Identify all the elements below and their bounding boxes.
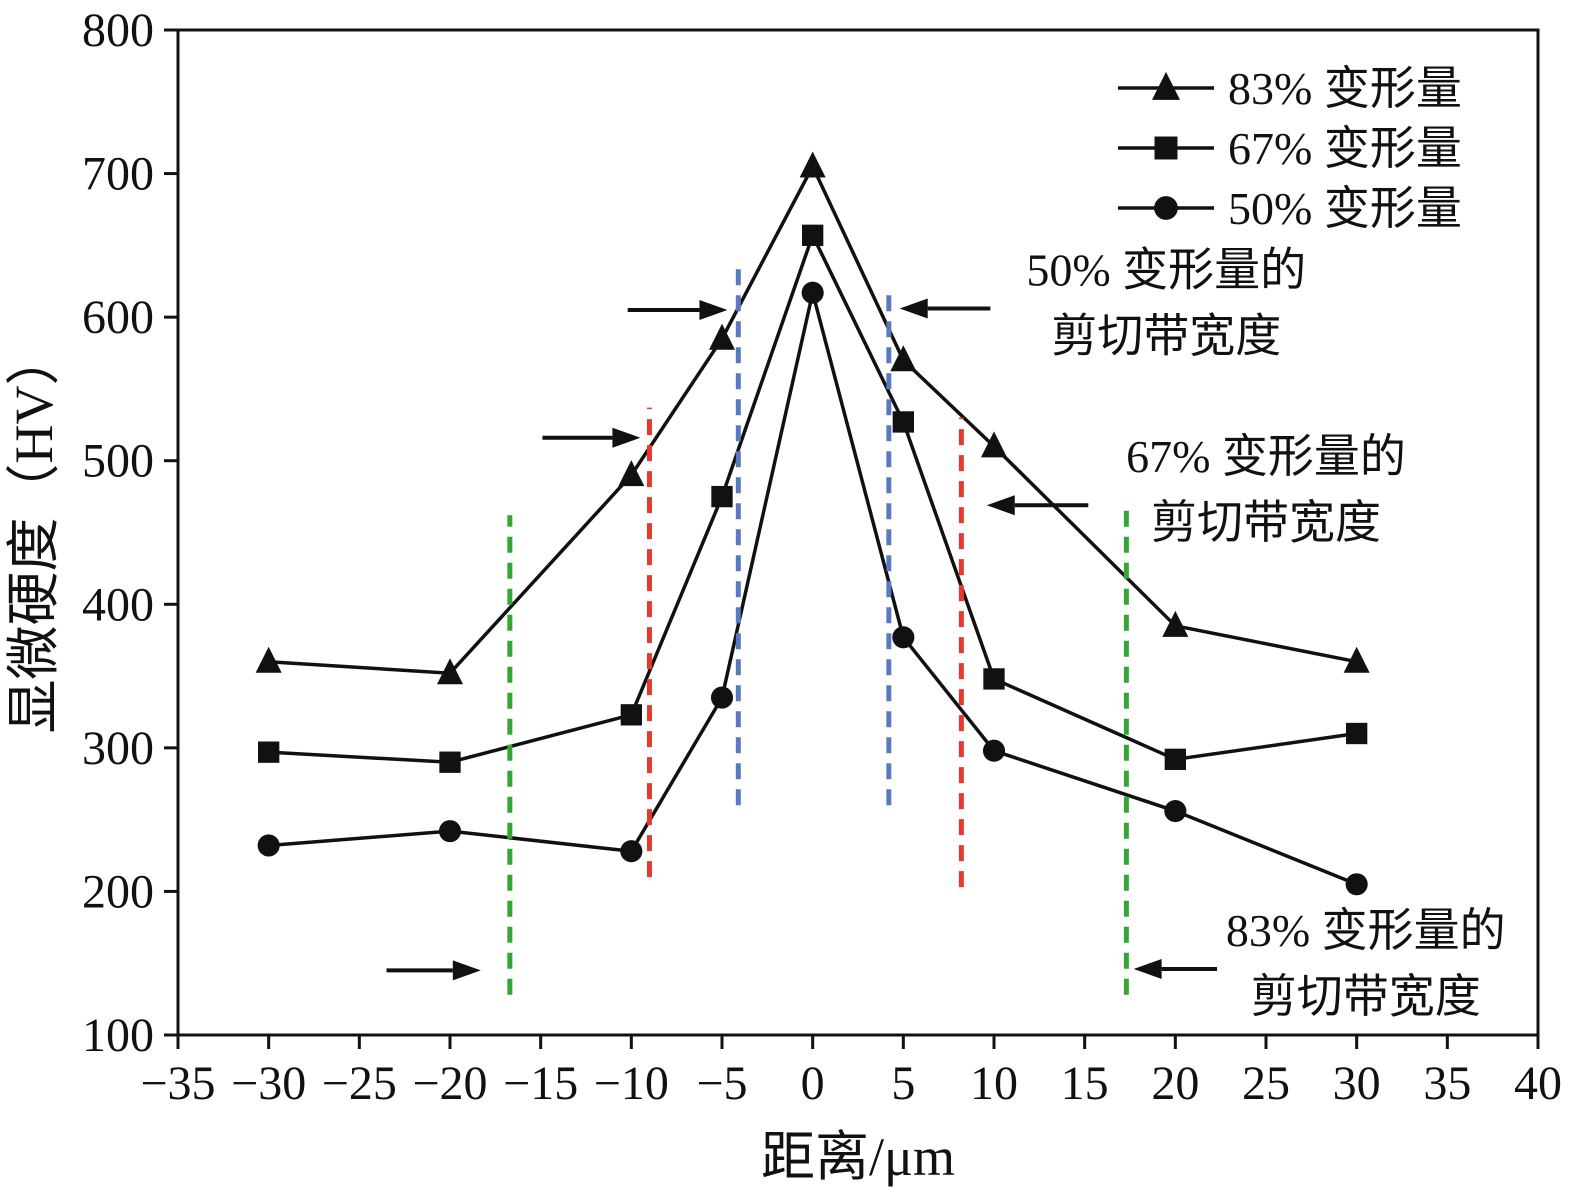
legend: 83% 变形量 67% 变形量 50% 变形量 <box>1118 63 1462 234</box>
square-marker <box>983 668 1005 690</box>
triangle-marker <box>1162 610 1189 637</box>
x-tick-label: 10 <box>970 1057 1018 1110</box>
annotation-arrow-head <box>699 299 728 320</box>
square-marker <box>1164 748 1186 771</box>
x-tick-label: −5 <box>696 1057 747 1110</box>
circle-marker <box>982 739 1006 762</box>
triangle-marker <box>709 323 735 350</box>
circle-marker <box>801 281 824 304</box>
x-tick-label: 15 <box>1061 1057 1109 1110</box>
circle-marker <box>438 820 462 843</box>
x-axis: −35 −30 −25 −20 −15 −10 −5 0 5 10 15 20 25 30 35 40 <box>140 1035 1562 1110</box>
square-marker <box>1346 722 1368 745</box>
square-marker <box>711 485 733 508</box>
legend-label: 83% 变形量 <box>1228 63 1462 114</box>
x-tick-label: −15 <box>503 1057 578 1110</box>
y-tick-label: 500 <box>82 435 154 488</box>
x-tick-label: −25 <box>322 1057 397 1110</box>
shear-band-annotation: 剪切带宽度 <box>1251 971 1481 1022</box>
shear-band-annotation: 50% 变形量的 <box>1026 245 1306 296</box>
x-tick-label: 20 <box>1151 1057 1199 1110</box>
x-tick-label: −20 <box>412 1057 487 1110</box>
x-tick-label: 25 <box>1242 1057 1290 1110</box>
x-tick-label: −35 <box>140 1057 215 1110</box>
triangle-marker <box>437 658 463 685</box>
y-tick-label: 700 <box>82 148 154 201</box>
y-tick-label: 800 <box>82 4 154 57</box>
x-tick-label: 30 <box>1333 1057 1381 1110</box>
square-marker <box>439 751 461 773</box>
arrows <box>386 298 1218 981</box>
y-tick-label: 200 <box>82 865 154 918</box>
plot-border <box>176 28 1540 1037</box>
triangle-marker <box>1343 646 1370 673</box>
y-tick-label: 300 <box>82 722 154 775</box>
series-83-percent <box>255 151 1370 685</box>
y-tick-label: 100 <box>82 1009 154 1062</box>
annotation-arrow-head <box>899 298 928 319</box>
legend-label: 50% 变形量 <box>1228 183 1462 234</box>
annotation-arrow-head <box>452 960 481 981</box>
x-tick-label: 35 <box>1423 1057 1471 1110</box>
x-tick-label: 5 <box>891 1057 915 1110</box>
circle-marker <box>892 626 915 649</box>
circle-marker <box>1154 196 1178 220</box>
x-axis-title: 距离/μm <box>761 1127 955 1187</box>
square-marker <box>258 741 280 763</box>
square-marker <box>802 224 824 246</box>
shear-band-annotation: 83% 变形量的 <box>1226 905 1506 956</box>
circle-marker <box>1164 799 1187 823</box>
square-marker <box>620 704 642 726</box>
y-tick-label: 400 <box>82 578 154 631</box>
shear-band-lines <box>507 265 1129 995</box>
x-tick-label: −10 <box>594 1057 669 1110</box>
triangle-marker <box>255 646 282 673</box>
circle-marker <box>1345 873 1368 896</box>
x-tick-label: −30 <box>231 1057 306 1110</box>
y-axis: 100 200 300 400 500 600 700 800 <box>82 4 178 1062</box>
annotation-arrow-head <box>1133 958 1162 979</box>
triangle-marker <box>981 431 1007 458</box>
annotation-arrow-head <box>986 495 1015 516</box>
annotation-arrow-head <box>612 427 641 448</box>
circle-marker <box>710 686 734 709</box>
shear-band-annotation: 剪切带宽度 <box>1151 497 1381 548</box>
legend-label: 67% 变形量 <box>1228 123 1462 174</box>
y-tick-label: 600 <box>82 291 154 344</box>
x-tick-label: 40 <box>1514 1057 1562 1110</box>
circle-marker <box>620 840 643 863</box>
x-tick-label: 0 <box>801 1057 825 1110</box>
shear-band-annotation: 剪切带宽度 <box>1051 311 1281 362</box>
triangle-marker <box>618 460 645 487</box>
shear-band-annotation: 67% 变形量的 <box>1126 431 1406 482</box>
y-axis-title: 显微硬度（HV） <box>4 332 64 734</box>
triangle-marker <box>1152 71 1180 100</box>
square-marker <box>1154 136 1178 160</box>
triangle-marker <box>890 345 917 372</box>
triangle-marker <box>799 151 826 178</box>
circle-marker <box>257 834 280 857</box>
square-marker <box>892 411 914 433</box>
